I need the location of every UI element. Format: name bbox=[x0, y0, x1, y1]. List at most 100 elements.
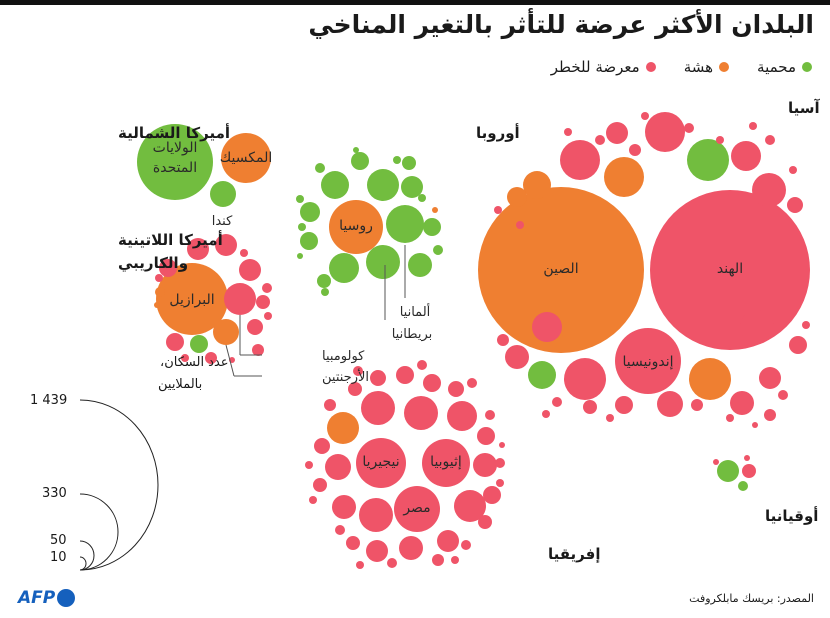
bubble-russia bbox=[329, 200, 383, 254]
bubble-asia bbox=[532, 312, 562, 342]
bubble-europe bbox=[300, 202, 320, 222]
bubble-asia bbox=[752, 173, 786, 207]
label-russia: روسيا bbox=[339, 218, 373, 234]
bubble-europe bbox=[418, 194, 426, 202]
bubble-asia bbox=[552, 397, 562, 407]
bubble-latam bbox=[262, 283, 272, 293]
bubble-africa bbox=[314, 438, 330, 454]
bubble-asia bbox=[497, 334, 509, 346]
bubble-latam bbox=[154, 302, 160, 308]
bubble-africa bbox=[313, 478, 327, 492]
label-colombia: كولومبيا bbox=[322, 349, 365, 364]
bubble-africa bbox=[366, 540, 388, 562]
bubble-europe bbox=[402, 156, 416, 170]
region-latin-america-2: والكاريبي bbox=[118, 254, 188, 272]
bubble-europe bbox=[321, 288, 329, 296]
bubble-africa bbox=[325, 454, 351, 480]
bubble-asia bbox=[560, 140, 600, 180]
scale-title-2: بالملايين bbox=[158, 377, 202, 392]
legend-label-protected: محمية bbox=[757, 58, 796, 76]
bubble-latam bbox=[166, 333, 184, 351]
bubble-africa bbox=[477, 427, 495, 445]
bubble-africa bbox=[404, 396, 438, 430]
bubble-africa bbox=[485, 410, 495, 420]
bubble-latam bbox=[155, 274, 163, 282]
bubble-latam bbox=[159, 259, 177, 277]
bubble-egypt bbox=[394, 486, 440, 532]
bubble-europe bbox=[298, 223, 306, 231]
bubble-asia bbox=[505, 345, 529, 369]
legend-item-fragile: هشة bbox=[684, 58, 730, 76]
bubble-oceania bbox=[744, 455, 750, 461]
bubble-asia bbox=[645, 112, 685, 152]
label-egypt: مصر bbox=[402, 500, 430, 516]
bubble-europe bbox=[432, 207, 438, 213]
bubble-mexico bbox=[221, 133, 271, 183]
bubble-latam bbox=[187, 238, 209, 260]
bubbles-layer bbox=[137, 112, 810, 569]
bubble-asia bbox=[606, 414, 614, 422]
bubble-europe bbox=[367, 169, 399, 201]
scale-circle-10 bbox=[79, 556, 87, 571]
bubble-australia bbox=[717, 460, 739, 482]
bubble-argentina bbox=[213, 319, 239, 345]
bubble-africa bbox=[305, 461, 313, 469]
bubble-europe bbox=[296, 195, 304, 203]
bubble-asia bbox=[564, 128, 572, 136]
label-china: الصين bbox=[543, 261, 578, 277]
bubble-europe bbox=[329, 253, 359, 283]
bubble-africa bbox=[370, 370, 386, 386]
bubble-latam bbox=[205, 352, 217, 364]
scale-value-330: 330 bbox=[42, 486, 67, 501]
label-britain: بريطانيا bbox=[392, 327, 433, 342]
bubble-africa bbox=[327, 412, 359, 444]
label-india: الهند bbox=[717, 261, 743, 277]
bubble-latam bbox=[264, 312, 272, 320]
bubble-asia bbox=[689, 358, 731, 400]
bubble-africa bbox=[478, 515, 492, 529]
bubble-europe bbox=[317, 274, 331, 288]
leader-lines bbox=[225, 245, 406, 377]
bubble-asia bbox=[615, 396, 633, 414]
bubble-africa bbox=[396, 366, 414, 384]
label-nigeria: نيجيريا bbox=[362, 454, 399, 470]
label-argentina: الأرجنتين bbox=[322, 368, 369, 385]
scale-circle-50 bbox=[79, 540, 95, 571]
bubble-africa bbox=[432, 554, 444, 566]
legend-item-protected: محمية bbox=[757, 58, 812, 76]
bubble-germany bbox=[386, 205, 424, 243]
bubble-asia bbox=[802, 321, 810, 329]
bubble-latam bbox=[239, 259, 261, 281]
bubble-asia bbox=[595, 135, 605, 145]
legend-dot-at-risk bbox=[645, 62, 656, 72]
bubble-asia bbox=[641, 112, 649, 120]
bubble-africa bbox=[417, 360, 427, 370]
bubble-europe bbox=[297, 253, 303, 259]
bubble-asia bbox=[528, 361, 556, 389]
scale-value-50: 50 bbox=[50, 533, 67, 548]
bubble-africa bbox=[423, 374, 441, 392]
bubble-europe bbox=[401, 176, 423, 198]
bubble-asia bbox=[752, 422, 758, 428]
bubble-indonesia bbox=[615, 328, 681, 394]
bubble-europe bbox=[353, 147, 359, 153]
bubble-africa bbox=[346, 536, 360, 550]
label-canada: كندا bbox=[212, 214, 233, 229]
bubble-ethiopia bbox=[422, 439, 470, 487]
bubble-africa bbox=[461, 540, 471, 550]
bubble-asia bbox=[731, 141, 761, 171]
bubble-asia bbox=[494, 206, 502, 214]
bubble-africa bbox=[348, 382, 362, 396]
bubble-asia bbox=[629, 144, 641, 156]
scale-circle-330 bbox=[79, 493, 119, 571]
bubble-africa bbox=[483, 486, 501, 504]
legend: محمية هشة معرضة للخطر bbox=[551, 58, 812, 76]
scale-value-1439: 1 439 bbox=[30, 393, 67, 408]
bubble-asia bbox=[726, 414, 734, 422]
bubble-africa bbox=[399, 536, 423, 560]
scale-circle-1439 bbox=[79, 399, 159, 571]
bubble-oceania bbox=[738, 481, 748, 491]
bubble-latam bbox=[190, 335, 208, 353]
bubble-asia bbox=[716, 136, 724, 144]
scale-circles bbox=[79, 399, 159, 571]
